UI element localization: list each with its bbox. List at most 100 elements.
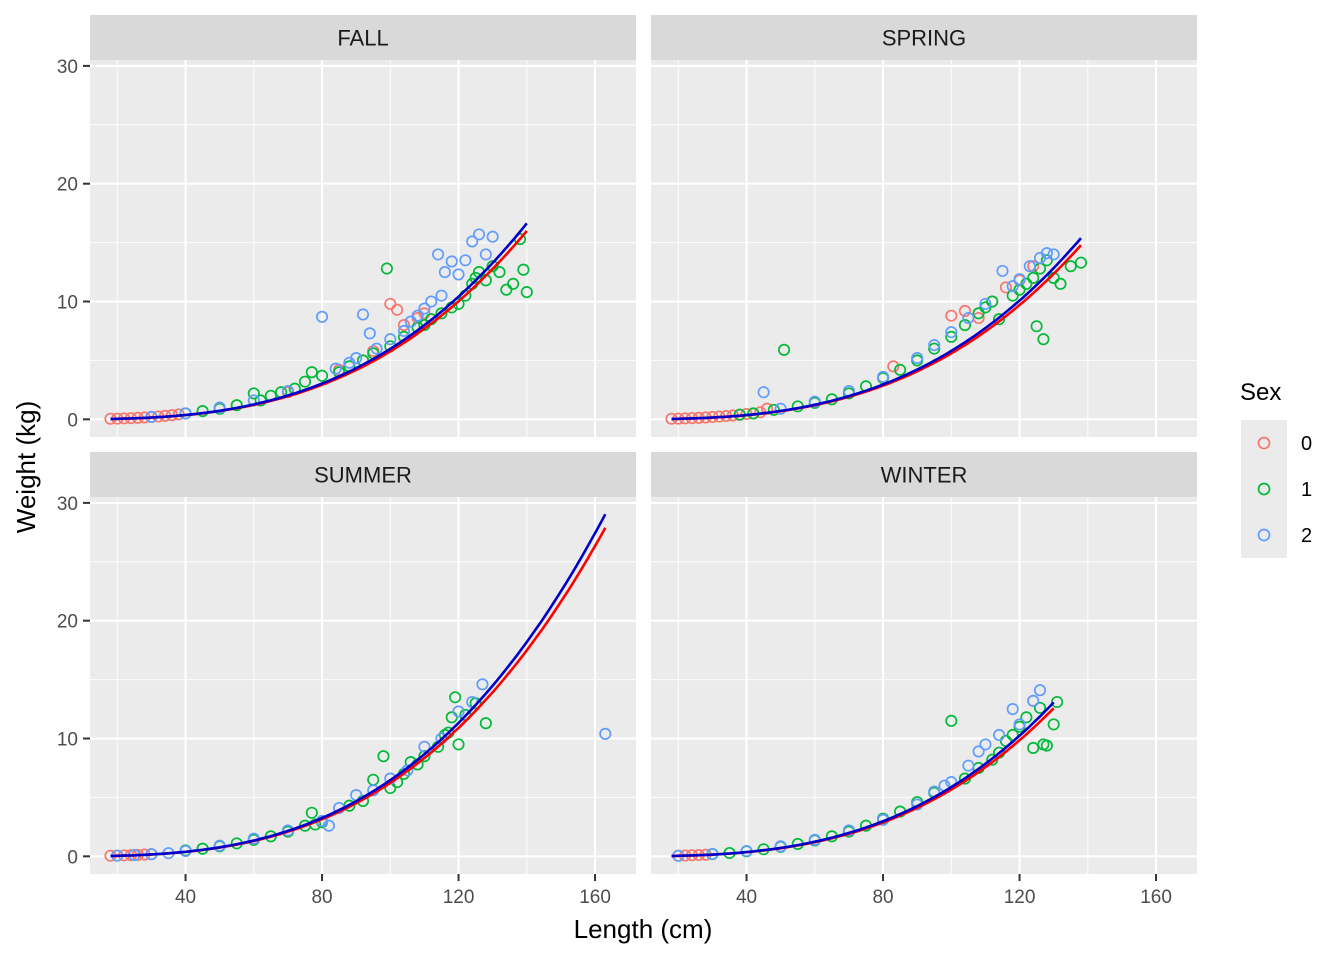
facet-strip-label: WINTER (881, 463, 968, 488)
facet-strip-label: FALL (337, 26, 388, 51)
data-point-sex-1 (958, 319, 971, 332)
data-point-sex-2 (1047, 248, 1060, 261)
data-point-sex-2 (911, 352, 924, 365)
data-point-sex-1 (377, 750, 390, 763)
data-point-sex-1 (486, 260, 499, 273)
x-tick-label: 120 (1004, 887, 1036, 908)
data-point-sex-1 (1033, 701, 1047, 714)
data-point-sex-1 (1064, 260, 1077, 273)
data-point-sex-2 (322, 819, 335, 832)
data-point-sex-0 (945, 309, 958, 322)
data-point-sex-2 (404, 315, 417, 328)
data-point-sex-2 (356, 308, 370, 321)
data-point-sex-1 (493, 266, 506, 279)
data-point-sex-2 (425, 295, 438, 308)
data-point-sex-2 (213, 401, 226, 414)
x-axis-title: Length (cm) (574, 914, 713, 944)
panel-background (651, 60, 1197, 437)
y-axis-title: Weight (kg) (11, 401, 41, 533)
data-point-sex-2 (438, 266, 451, 279)
data-point-sex-1 (1006, 289, 1019, 302)
data-point-sex-1 (1020, 711, 1033, 724)
data-point-sex-2 (972, 745, 985, 758)
panel-background (90, 60, 636, 437)
data-point-sex-2 (472, 228, 486, 241)
data-point-sex-1 (945, 714, 958, 727)
panel-background (651, 497, 1197, 874)
x-tick-label: 80 (311, 887, 332, 908)
data-point-sex-1 (1030, 320, 1043, 333)
legend-title: Sex (1240, 379, 1281, 406)
data-point-sex-2 (757, 386, 770, 399)
legend-key-background (1241, 512, 1287, 558)
data-point-sex-1 (778, 343, 791, 356)
legend-label-sex-0: 0 (1301, 433, 1312, 455)
facet-strip (90, 15, 636, 60)
y-tick-label: 10 (57, 730, 78, 751)
data-point-sex-1 (1037, 333, 1050, 346)
data-point-sex-1 (520, 286, 533, 299)
fit-line-1 (110, 222, 528, 421)
legend-key-background (1241, 420, 1287, 466)
data-point-sex-2 (411, 309, 424, 322)
data-point-sex-2 (350, 352, 363, 365)
data-point-sex-1 (1054, 277, 1067, 290)
data-point-sex-2 (962, 759, 975, 772)
data-point-sex-2 (466, 235, 479, 248)
data-point-sex-1 (507, 277, 520, 290)
data-point-sex-2 (452, 705, 465, 718)
data-point-sex-2 (1040, 247, 1053, 260)
data-point-sex-1 (380, 262, 393, 275)
data-point-sex-1 (247, 387, 260, 400)
legend-key-background (1241, 466, 1287, 512)
data-point-sex-0 (1027, 260, 1040, 273)
data-point-sex-2 (1013, 718, 1026, 731)
facet-strip (651, 15, 1197, 60)
data-point-sex-1 (452, 738, 465, 751)
fit-line-1 (110, 513, 607, 858)
legend-key-sex-0 (1257, 436, 1271, 450)
data-point-sex-0 (999, 281, 1012, 294)
data-point-sex-1 (418, 750, 431, 763)
y-tick-label: 30 (57, 494, 78, 515)
legend-key-sex-2 (1257, 528, 1271, 542)
data-point-sex-1 (894, 363, 907, 376)
y-tick-label: 20 (57, 612, 78, 633)
data-point-sex-2 (418, 302, 431, 315)
data-point-sex-2 (993, 728, 1006, 742)
data-point-sex-1 (449, 691, 462, 704)
data-point-sex-1 (196, 405, 209, 418)
data-point-sex-2 (1006, 280, 1019, 293)
y-tick-label: 10 (57, 293, 78, 314)
data-point-sex-2 (445, 255, 458, 268)
data-point-sex-1 (1040, 739, 1053, 752)
data-point-sex-1 (993, 313, 1006, 326)
data-point-sex-2 (774, 402, 787, 415)
panel-summer: SUMMER 0 10 20 30 40 80 120 160 (57, 452, 636, 908)
data-point-sex-2 (432, 248, 445, 261)
y-tick-label: 30 (57, 57, 78, 78)
facet-strip-label: SPRING (882, 26, 966, 51)
data-point-sex-1 (230, 399, 243, 412)
data-point-sex-1 (305, 806, 318, 819)
data-point-sex-1 (298, 375, 312, 388)
fit-line-1 (671, 237, 1082, 421)
data-point-sex-1 (1047, 718, 1060, 731)
data-point-sex-2 (435, 289, 448, 302)
data-point-sex-2 (452, 268, 465, 281)
data-point-sex-1 (972, 307, 985, 320)
data-point-sex-1 (1027, 271, 1040, 285)
data-point-sex-1 (315, 369, 329, 382)
data-point-sex-0 (397, 319, 410, 332)
data-point-sex-2 (979, 738, 992, 751)
data-point-sex-2 (418, 740, 431, 753)
data-point-sex-2 (808, 395, 821, 408)
panel-spring: SPRING (651, 15, 1197, 437)
legend: Sex 0 1 2 (1240, 379, 1312, 558)
data-point-sex-1 (979, 301, 992, 314)
panel-winter: WINTER 40 80 120 160 (651, 452, 1197, 908)
legend-label-sex-2: 2 (1301, 525, 1312, 547)
panel-background (90, 497, 636, 874)
